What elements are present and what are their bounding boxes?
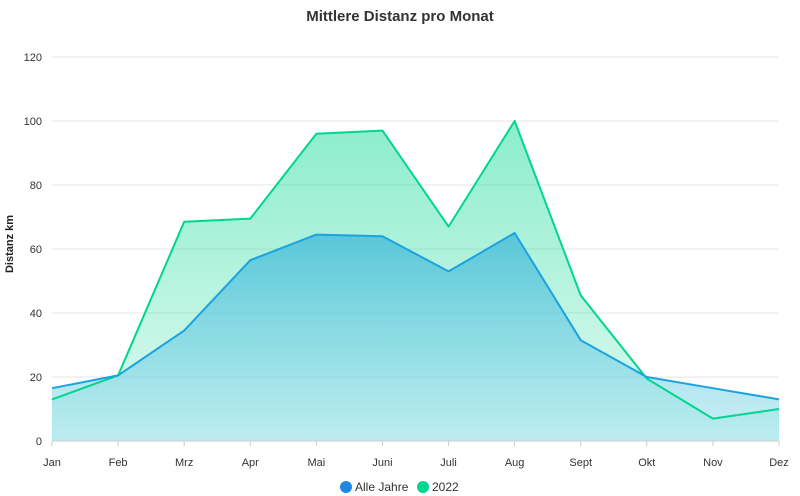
line-alle-jahre[interactable]: [51, 232, 780, 401]
x-axis-ticks: Jan Feb Mrz Apr Mai Juni Juli Aug Sept Okt Nov Dez: [43, 440, 789, 469]
y-tick-label: 0: [36, 436, 42, 448]
x-tick-label: Feb: [109, 457, 128, 469]
legend-item-alle-jahre[interactable]: Alle Jahre: [340, 480, 409, 494]
chart-title: Mittlere Distanz pro Monat: [306, 8, 494, 25]
area-alle-jahre: [52, 233, 779, 441]
y-tick-label: 100: [24, 116, 42, 128]
x-tick-label: Jan: [43, 457, 61, 469]
x-tick-label: Okt: [638, 457, 655, 469]
legend-label-alle-jahre: Alle Jahre: [355, 480, 409, 494]
legend-marker-alle-jahre: [340, 481, 352, 493]
series-lines: [51, 120, 780, 420]
y-axis-ticks: 0 20 40 60 80 100 120: [24, 52, 42, 448]
y-tick-label: 40: [30, 308, 42, 320]
legend-label-2022: 2022: [432, 480, 459, 494]
x-tick-label: Sept: [569, 457, 592, 469]
y-tick-label: 120: [24, 52, 42, 64]
x-tick-label: Dez: [769, 457, 789, 469]
series-areas: [52, 121, 779, 441]
x-tick-label: Nov: [703, 457, 723, 469]
y-tick-label: 60: [30, 244, 42, 256]
legend-item-2022[interactable]: 2022: [417, 480, 459, 494]
x-tick-label: Apr: [242, 457, 259, 469]
y-tick-label: 20: [30, 372, 42, 384]
legend-marker-2022: [417, 481, 429, 493]
x-tick-label: Juli: [440, 457, 457, 469]
line-2022[interactable]: [51, 120, 780, 420]
x-tick-label: Juni: [372, 457, 392, 469]
x-tick-label: Mai: [307, 457, 325, 469]
y-axis-label: Distanz km: [4, 215, 16, 273]
legend: Alle Jahre 2022: [340, 480, 459, 494]
x-tick-label: Aug: [505, 457, 525, 469]
x-tick-label: Mrz: [175, 457, 193, 469]
y-tick-label: 80: [30, 180, 42, 192]
